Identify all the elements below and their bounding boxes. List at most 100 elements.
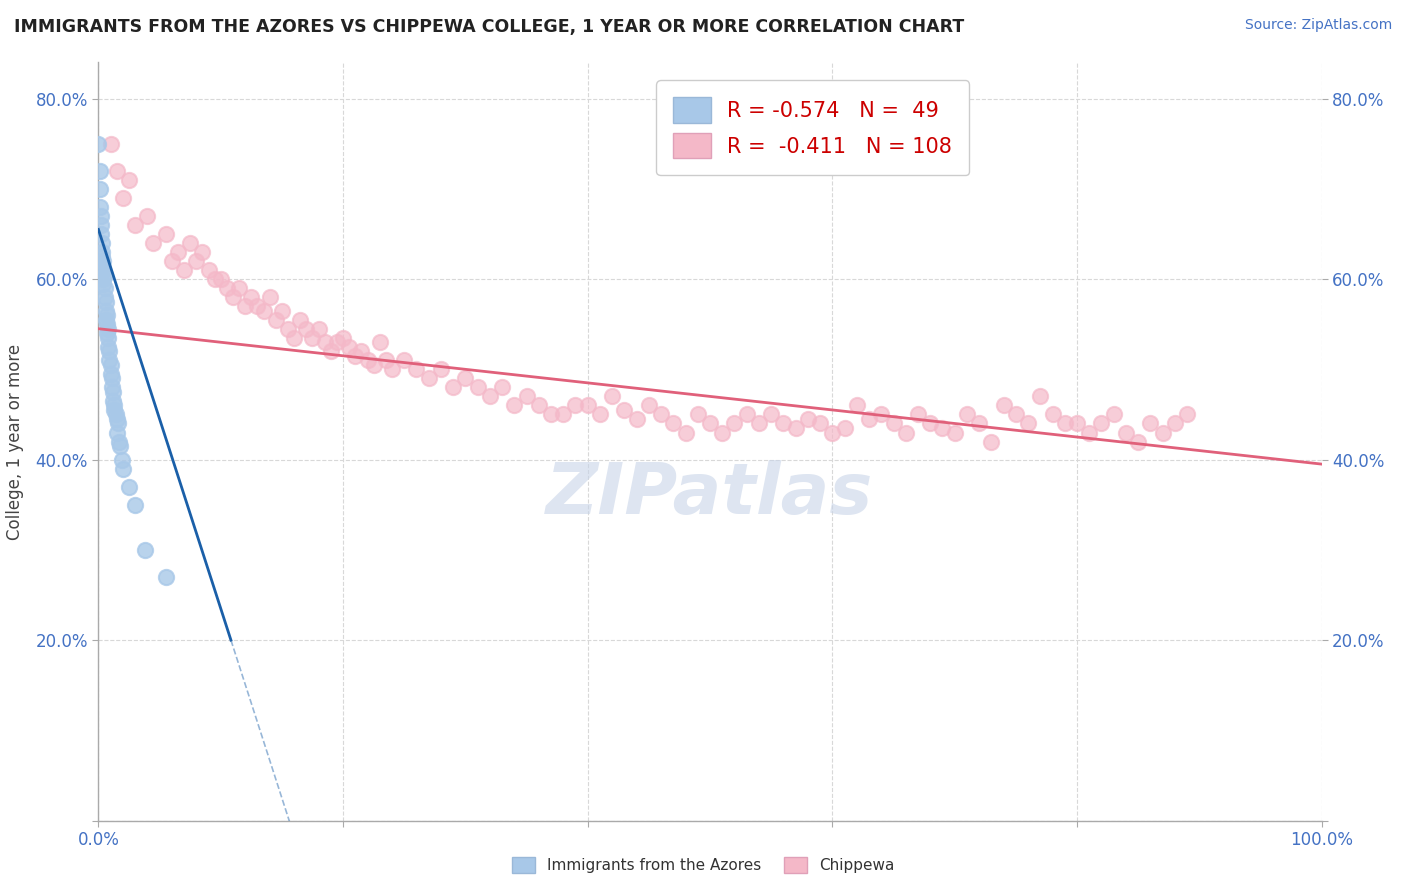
Point — [215, 281, 238, 295]
Point — [197, 263, 219, 277]
Point — [1066, 417, 1088, 431]
Point — [90, 209, 112, 223]
Point — [103, 399, 125, 413]
Point — [252, 303, 274, 318]
Point — [94, 312, 117, 326]
Point — [980, 434, 1002, 449]
Point — [93, 290, 115, 304]
Point — [1042, 408, 1064, 422]
Point — [105, 425, 128, 440]
Point — [1078, 425, 1101, 440]
Point — [295, 322, 318, 336]
Point — [91, 259, 114, 273]
Point — [90, 218, 112, 232]
Point — [350, 344, 373, 359]
Point — [93, 281, 115, 295]
Point — [723, 417, 745, 431]
Point — [97, 331, 120, 345]
Point — [553, 408, 575, 422]
Point — [858, 412, 880, 426]
Point — [91, 250, 114, 264]
Point — [160, 254, 183, 268]
Point — [613, 403, 636, 417]
Point — [104, 408, 127, 422]
Point — [91, 235, 114, 250]
Point — [107, 417, 129, 431]
Legend: Immigrants from the Azores, Chippewa: Immigrants from the Azores, Chippewa — [506, 851, 900, 880]
Point — [142, 235, 165, 250]
Point — [956, 408, 979, 422]
Point — [467, 380, 489, 394]
Point — [124, 498, 146, 512]
Point — [108, 434, 131, 449]
Point — [222, 290, 245, 304]
Point — [90, 227, 112, 241]
Point — [105, 412, 128, 426]
Point — [134, 542, 156, 557]
Point — [748, 417, 770, 431]
Point — [98, 353, 121, 368]
Point — [883, 417, 905, 431]
Point — [277, 322, 299, 336]
Point — [89, 182, 111, 196]
Point — [772, 417, 794, 431]
Point — [98, 344, 121, 359]
Point — [100, 136, 122, 151]
Point — [515, 389, 537, 403]
Point — [699, 417, 721, 431]
Legend: R = -0.574   N =  49, R =  -0.411   N = 108: R = -0.574 N = 49, R = -0.411 N = 108 — [657, 80, 969, 175]
Point — [118, 173, 141, 187]
Point — [368, 335, 391, 350]
Point — [626, 412, 648, 426]
Point — [89, 200, 111, 214]
Point — [290, 312, 312, 326]
Point — [319, 344, 342, 359]
Point — [1139, 417, 1161, 431]
Point — [1102, 408, 1125, 422]
Point — [91, 254, 114, 268]
Point — [675, 425, 697, 440]
Point — [761, 408, 783, 422]
Point — [374, 353, 396, 368]
Point — [91, 263, 114, 277]
Point — [283, 331, 305, 345]
Point — [491, 380, 513, 394]
Point — [301, 331, 323, 345]
Point — [111, 461, 134, 475]
Point — [96, 326, 118, 341]
Point — [430, 362, 453, 376]
Point — [89, 163, 111, 178]
Point — [173, 263, 195, 277]
Point — [527, 399, 550, 413]
Point — [920, 417, 942, 431]
Point — [797, 412, 820, 426]
Text: ZIPatlas: ZIPatlas — [547, 460, 873, 529]
Point — [637, 399, 661, 413]
Point — [101, 393, 124, 408]
Point — [363, 358, 385, 372]
Text: IMMIGRANTS FROM THE AZORES VS CHIPPEWA COLLEGE, 1 YEAR OR MORE CORRELATION CHART: IMMIGRANTS FROM THE AZORES VS CHIPPEWA C… — [14, 18, 965, 36]
Point — [1115, 425, 1137, 440]
Point — [100, 358, 122, 372]
Point — [240, 290, 263, 304]
Point — [478, 389, 501, 403]
Point — [91, 244, 114, 259]
Point — [308, 322, 330, 336]
Point — [204, 272, 226, 286]
Point — [332, 331, 354, 345]
Point — [111, 452, 134, 467]
Point — [93, 268, 115, 282]
Point — [943, 425, 966, 440]
Point — [1128, 434, 1150, 449]
Point — [344, 349, 367, 363]
Point — [155, 570, 177, 584]
Point — [589, 408, 612, 422]
Point — [870, 408, 893, 422]
Point — [418, 371, 440, 385]
Point — [356, 353, 378, 368]
Point — [1164, 417, 1187, 431]
Point — [103, 403, 125, 417]
Point — [564, 399, 586, 413]
Point — [662, 417, 685, 431]
Point — [105, 163, 128, 178]
